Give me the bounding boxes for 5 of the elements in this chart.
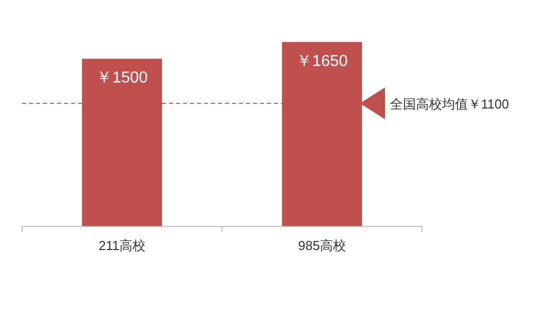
ref-line-label: 全国高校均值￥1100	[390, 96, 509, 112]
data-label: ￥1650	[296, 53, 348, 70]
x-tick-label: 211高校	[98, 238, 146, 253]
x-tick-label: 985高校	[298, 238, 346, 253]
data-label: ￥1500	[96, 70, 148, 87]
